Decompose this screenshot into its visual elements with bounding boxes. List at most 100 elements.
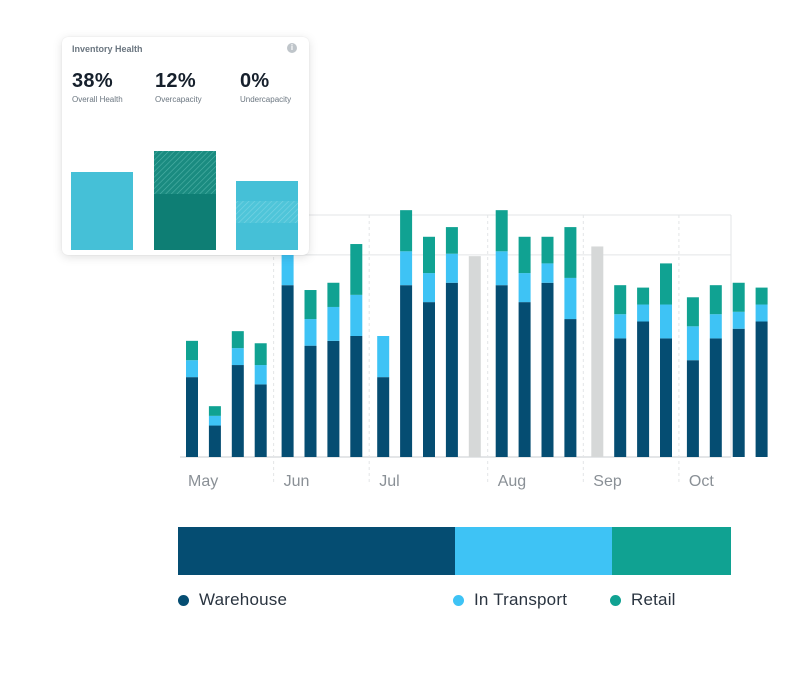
legend: Warehouse In Transport Retail xyxy=(178,590,731,616)
bar-retail xyxy=(518,236,531,274)
bar-warehouse xyxy=(254,384,267,457)
x-tick-label: May xyxy=(188,473,218,490)
bar-retail xyxy=(423,236,435,274)
legend-dot-icon xyxy=(610,594,621,606)
bar-in-transport xyxy=(445,253,458,283)
bar-in-transport xyxy=(327,306,340,341)
bar-in-transport xyxy=(637,304,650,322)
bar-retail xyxy=(614,285,627,315)
bar-retail xyxy=(637,287,650,305)
bar-retail xyxy=(186,340,198,361)
bar-warehouse xyxy=(281,285,294,457)
bar-in-transport xyxy=(254,365,267,385)
bar-warehouse xyxy=(445,282,458,457)
x-tick-label: Sep xyxy=(593,473,622,490)
distribution-segment-warehouse xyxy=(178,527,455,575)
legend-dot-icon xyxy=(453,594,464,606)
x-axis-labels: May Jun Jul Aug Sep Oct xyxy=(188,473,714,490)
bar-retail xyxy=(709,285,722,315)
metric-value: 38% xyxy=(72,70,113,92)
bar-warehouse xyxy=(208,425,221,457)
bar-in-transport xyxy=(518,273,531,303)
bar-overall-health xyxy=(71,172,133,250)
bar-in-transport xyxy=(614,314,627,339)
bar-in-transport xyxy=(377,336,390,378)
bar-warehouse xyxy=(423,302,435,457)
info-icon[interactable]: i xyxy=(287,43,297,53)
inventory-distribution-bar xyxy=(178,527,731,575)
metric-label: Overcapacity xyxy=(155,95,202,104)
bar-warehouse xyxy=(637,321,650,457)
distribution-segment-retail xyxy=(612,527,731,575)
bar-in-transport xyxy=(755,304,768,322)
bar-in-transport xyxy=(281,251,294,286)
bar-in-transport xyxy=(350,294,363,336)
x-tick-label: Jun xyxy=(284,473,310,490)
bar-warehouse xyxy=(350,336,363,457)
legend-item-warehouse[interactable]: Warehouse xyxy=(178,590,287,610)
bar-warehouse xyxy=(304,345,317,457)
bar-in-transport xyxy=(686,326,699,361)
bar-warehouse xyxy=(377,377,390,457)
bar-undercapacity-band xyxy=(236,201,298,223)
inventory-health-chart xyxy=(71,151,298,250)
bar-warehouse xyxy=(564,319,577,457)
bar-projected xyxy=(468,256,481,457)
legend-label: Warehouse xyxy=(199,590,288,609)
bar-retail xyxy=(254,343,267,366)
bar-in-transport xyxy=(541,263,554,283)
bar-warehouse xyxy=(614,338,627,457)
bar-retail xyxy=(495,210,508,252)
metric-value: 12% xyxy=(155,70,196,92)
bar-warehouse xyxy=(709,338,722,457)
bar-in-transport xyxy=(231,348,244,366)
metric-overall-health: 38% Overall Health xyxy=(72,70,123,104)
bar-retail xyxy=(755,287,768,305)
bar-retail xyxy=(732,282,745,312)
bar-in-transport xyxy=(186,360,198,378)
bar-overcapacity xyxy=(154,194,216,250)
bar-retail xyxy=(564,227,577,278)
bar-retail xyxy=(400,210,413,252)
bar-in-transport xyxy=(495,251,508,286)
legend-dot-icon xyxy=(178,594,189,606)
bar-retail xyxy=(208,406,221,416)
bar-retail xyxy=(541,236,554,264)
metric-overcapacity: 12% Overcapacity xyxy=(155,70,202,104)
chart-bars xyxy=(186,210,768,457)
bar-warehouse xyxy=(400,285,413,457)
bar-warehouse xyxy=(686,360,699,457)
bar-warehouse xyxy=(660,338,672,457)
bar-in-transport xyxy=(208,415,221,426)
bar-in-transport xyxy=(304,319,317,346)
bar-warehouse xyxy=(186,377,198,457)
metric-label: Undercapacity xyxy=(240,95,292,104)
metric-value: 0% xyxy=(240,70,270,92)
inventory-health-card: Inventory Health i 38% Overall Health 12… xyxy=(62,37,309,255)
bar-in-transport xyxy=(423,273,435,303)
bar-warehouse xyxy=(495,285,508,457)
legend-item-retail[interactable]: Retail xyxy=(610,590,676,610)
card-title: Inventory Health xyxy=(72,44,143,54)
bar-retail xyxy=(304,290,317,320)
health-bars xyxy=(71,151,298,250)
bar-in-transport xyxy=(709,314,722,339)
distribution-segment-in-transport xyxy=(454,527,613,575)
bar-projected xyxy=(591,246,604,457)
bar-warehouse xyxy=(231,365,244,457)
bar-retail xyxy=(231,331,244,349)
metric-label: Overall Health xyxy=(72,95,123,104)
legend-label: In Transport xyxy=(474,590,568,609)
bar-retail xyxy=(686,297,699,327)
bar-in-transport xyxy=(660,304,672,339)
metric-undercapacity: 0% Undercapacity xyxy=(240,70,291,104)
bar-in-transport xyxy=(564,277,577,320)
x-tick-label: Jul xyxy=(379,473,399,490)
x-tick-label: Oct xyxy=(689,473,714,490)
bar-warehouse xyxy=(518,302,531,457)
monthly-inventory-chart: May Jun Jul Aug Sep Oct xyxy=(180,210,768,490)
legend-item-in-transport[interactable]: In Transport xyxy=(453,590,567,610)
bar-overcapacity-excess xyxy=(154,151,216,194)
bar-retail xyxy=(327,282,340,307)
bar-warehouse xyxy=(732,328,745,457)
